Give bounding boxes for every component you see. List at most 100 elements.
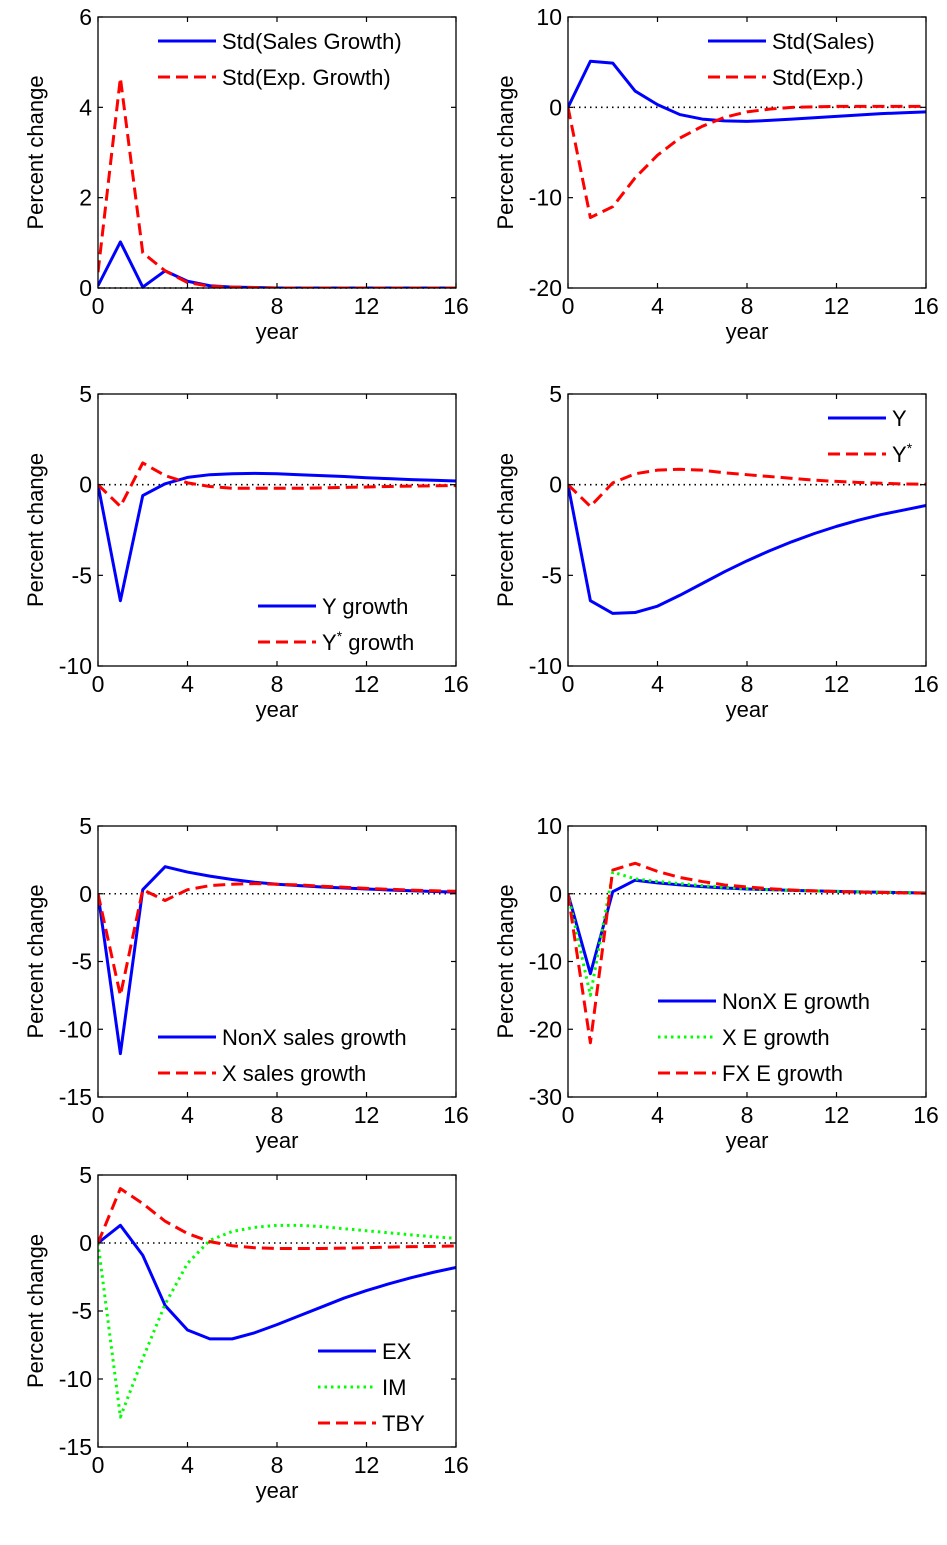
x-tick-label: 12 (824, 1102, 850, 1128)
x-axis-label: year (726, 697, 769, 722)
x-tick-label: 12 (824, 293, 850, 319)
y-tick-label: 0 (549, 94, 562, 120)
y-tick-label: -5 (542, 562, 562, 588)
x-tick-label: 16 (443, 293, 469, 319)
x-tick-label: 4 (181, 293, 194, 319)
y-tick-label: 10 (536, 813, 562, 839)
legend-label: EX (382, 1339, 412, 1364)
y-tick-label: -10 (59, 653, 92, 679)
legend: Y growth Y* growth (250, 588, 450, 660)
y-tick-label: -5 (72, 949, 92, 975)
chart-panel-5: 0 4 8 12 16 -15 -10 -5 0 5 year Percent change NonX … (23, 813, 469, 1153)
series-line-2 (568, 870, 926, 997)
x-tick-label: 8 (271, 293, 284, 319)
x-tick-label: 8 (271, 1452, 284, 1478)
legend-label: Y (892, 406, 907, 431)
legend: NonX E growth X E growth FX E growth (650, 983, 920, 1091)
legend: Std(Sales Growth) Std(Exp. Growth) (150, 23, 450, 95)
series-line-1 (98, 240, 456, 288)
x-tick-label: 16 (443, 671, 469, 697)
x-tick-label: 8 (271, 671, 284, 697)
legend-label: Std(Sales Growth) (222, 29, 402, 54)
y-tick-label: -5 (72, 1298, 92, 1324)
x-tick-label: 8 (271, 1102, 284, 1128)
y-tick-label: 0 (79, 1230, 92, 1256)
x-tick-label: 4 (181, 1452, 194, 1478)
x-axis-label: year (256, 319, 299, 344)
legend-label: X E growth (722, 1025, 830, 1050)
y-tick-label: -5 (72, 562, 92, 588)
y-tick-label: 5 (79, 813, 92, 839)
y-tick-label: -30 (529, 1084, 562, 1110)
y-tick-label: 0 (79, 881, 92, 907)
y-tick-label: 10 (536, 4, 562, 30)
x-tick-label: 16 (913, 671, 939, 697)
y-tick-label: 0 (549, 472, 562, 498)
y-tick-label: 6 (79, 4, 92, 30)
x-tick-label: 12 (354, 293, 380, 319)
x-tick-label: 0 (562, 293, 575, 319)
y-axis-label: Percent change (23, 453, 48, 607)
legend-label: NonX sales growth (222, 1025, 407, 1050)
x-tick-label: 16 (913, 1102, 939, 1128)
y-tick-label: -10 (529, 949, 562, 975)
y-tick-label: 0 (549, 881, 562, 907)
x-tick-label: 4 (181, 671, 194, 697)
y-axis-label: Percent change (493, 453, 518, 607)
x-axis-label: year (726, 319, 769, 344)
series-line-2 (568, 467, 926, 508)
legend-label: FX E growth (722, 1061, 843, 1086)
series-line-2 (98, 461, 456, 508)
series-line-2 (98, 76, 456, 288)
x-tick-label: 8 (741, 671, 754, 697)
x-axis-label: year (256, 1478, 299, 1503)
x-axis-label: year (256, 1128, 299, 1153)
series-line-3 (98, 1187, 456, 1250)
series-line-1 (568, 484, 926, 615)
y-axis-label: Percent change (493, 75, 518, 229)
y-axis-label: Percent change (23, 884, 48, 1038)
x-tick-label: 4 (181, 1102, 194, 1128)
x-tick-label: 4 (651, 1102, 664, 1128)
legend: EX IM TBY (310, 1333, 450, 1441)
legend-background (150, 23, 450, 95)
y-tick-label: 2 (79, 185, 92, 211)
legend-background (150, 1019, 450, 1091)
y-axis-label: Percent change (493, 884, 518, 1038)
x-tick-label: 12 (354, 1102, 380, 1128)
y-tick-label: 0 (79, 275, 92, 301)
legend-label: TBY (382, 1411, 425, 1436)
y-axis-label: Percent change (23, 75, 48, 229)
y-tick-label: 0 (79, 472, 92, 498)
x-tick-label: 16 (443, 1102, 469, 1128)
x-tick-label: 0 (92, 293, 105, 319)
legend-label: X sales growth (222, 1061, 366, 1086)
series-line-1 (98, 471, 456, 603)
y-tick-label: -10 (59, 1366, 92, 1392)
chart-panel-3: 0 4 8 12 16 -10 -5 0 5 year Percent change Y growth… (23, 381, 469, 722)
x-tick-label: 16 (913, 293, 939, 319)
y-tick-label: -15 (59, 1084, 92, 1110)
x-tick-label: 0 (562, 671, 575, 697)
series-line-1 (98, 1223, 456, 1341)
legend-label: Std(Sales) (772, 29, 875, 54)
series-line-1 (568, 59, 926, 123)
chart-panel-1: 0 4 8 12 16 0 2 4 6 year Percent change Std(Sales G… (23, 4, 469, 344)
y-tick-label: -10 (529, 653, 562, 679)
x-tick-label: 0 (92, 671, 105, 697)
legend-background (820, 400, 920, 472)
x-tick-label: 0 (92, 1102, 105, 1128)
series-line-2 (568, 104, 926, 220)
series-line-3 (568, 861, 926, 1045)
x-tick-label: 8 (741, 1102, 754, 1128)
x-axis-label: year (726, 1128, 769, 1153)
x-tick-label: 12 (354, 1452, 380, 1478)
x-axis-label: year (256, 697, 299, 722)
legend-label: Std(Exp. Growth) (222, 65, 391, 90)
series-line-2 (98, 882, 456, 997)
legend: YY* (820, 400, 920, 472)
y-tick-label: 4 (79, 94, 92, 120)
legend-label: Std(Exp.) (772, 65, 864, 90)
x-tick-label: 12 (824, 671, 850, 697)
series-line-1 (568, 878, 926, 976)
